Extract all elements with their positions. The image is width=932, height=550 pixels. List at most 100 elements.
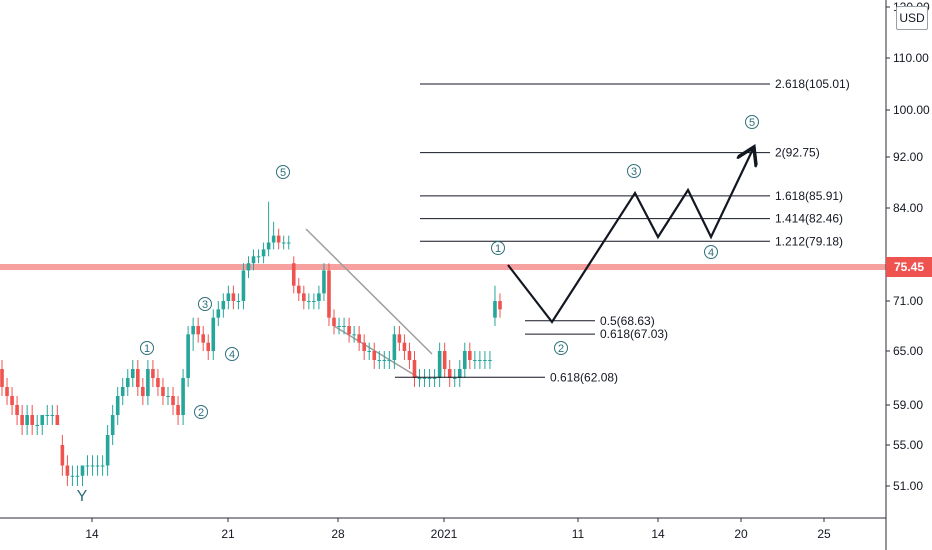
wave-label: 4 — [225, 347, 239, 361]
candle — [357, 326, 361, 351]
candle-body — [75, 475, 80, 477]
candle — [337, 317, 341, 335]
candle — [206, 334, 211, 360]
wave-label: 5 — [276, 165, 290, 179]
candle-body — [402, 342, 407, 351]
candle — [498, 293, 502, 318]
candle-body — [216, 309, 221, 318]
candle — [377, 351, 382, 369]
candle — [75, 465, 80, 486]
candle — [483, 351, 487, 369]
resistance-line — [0, 264, 886, 270]
fib-level-label: 2(92.75) — [775, 146, 820, 160]
candle-body — [30, 415, 34, 425]
candle-body — [35, 425, 40, 426]
candlestick-series — [0, 201, 502, 486]
candle-body — [302, 293, 306, 301]
candle-body — [65, 465, 70, 476]
wave-projection-path — [507, 149, 753, 324]
candle — [462, 342, 467, 378]
candle-body — [276, 235, 281, 243]
candle-body — [317, 293, 321, 301]
wave-label-circle — [704, 245, 718, 259]
candle — [286, 235, 291, 250]
wave-label-circle — [491, 241, 505, 255]
candle-body — [60, 445, 65, 466]
candle-body — [141, 387, 145, 396]
candle-body — [332, 317, 336, 326]
candle — [171, 387, 175, 415]
time-tick-label: 11 — [572, 527, 585, 541]
candle — [412, 351, 417, 387]
candle-body — [367, 351, 372, 352]
candle-body — [10, 396, 14, 405]
candle — [427, 369, 432, 387]
candle-body — [251, 256, 256, 264]
candle-body — [291, 263, 296, 286]
price-tick-label: 51.00 — [893, 479, 923, 493]
wave-label-circle — [554, 341, 568, 355]
candle — [347, 317, 351, 343]
candle-body — [347, 326, 351, 335]
fib-level-label: 1.618(85.91) — [775, 189, 843, 203]
time-tick-label: 21 — [221, 527, 235, 541]
candle — [186, 326, 190, 387]
candle — [437, 342, 442, 387]
candle — [327, 263, 331, 326]
candle — [226, 285, 231, 310]
candle — [136, 360, 140, 396]
candle — [60, 435, 65, 476]
candle — [216, 301, 221, 326]
candle — [191, 317, 195, 351]
candle-body — [196, 326, 200, 335]
candle-body — [493, 301, 497, 318]
candle — [417, 369, 422, 387]
wave-label: 1 — [491, 241, 505, 255]
wave-label-text: 3 — [631, 166, 637, 178]
candle — [367, 342, 372, 360]
candle — [120, 378, 125, 405]
candle-body — [261, 249, 266, 257]
candle-body — [392, 334, 397, 360]
candle-body — [281, 242, 286, 244]
candle-body — [357, 334, 361, 343]
last-price-label: 75.45 — [886, 257, 932, 277]
candle-body — [50, 415, 55, 416]
time-tick-label: 14 — [85, 527, 99, 541]
wave-label-circle — [225, 347, 239, 361]
candle — [352, 326, 356, 343]
candle — [442, 342, 447, 378]
fib-level-label: 1.414(82.46) — [775, 212, 843, 226]
candle — [125, 369, 130, 396]
candle-body — [0, 369, 4, 387]
candle — [432, 369, 437, 387]
candle-body — [211, 317, 216, 351]
price-tick-label: 92.00 — [893, 150, 923, 164]
candle — [342, 317, 346, 335]
candle-body — [307, 301, 311, 302]
candle-body — [206, 342, 211, 351]
candle — [317, 285, 321, 310]
candle-body — [412, 360, 417, 378]
candle — [105, 425, 110, 476]
candle — [236, 293, 241, 310]
candle-body — [478, 360, 482, 361]
time-tick-label: 28 — [331, 527, 345, 541]
candle — [422, 369, 427, 387]
currency-label[interactable]: USD — [896, 6, 928, 30]
candle-body — [437, 351, 442, 378]
candle-body — [166, 396, 170, 397]
candle-body — [498, 301, 502, 310]
channel-lower-line — [333, 325, 422, 380]
fibonacci-levels: 2.618(105.01) 2(92.75) 1.618(85.91) 1.414(8… — [395, 77, 850, 384]
candle-body — [231, 293, 236, 301]
wave-labels: Y 1 2 3 4 5 1 2 3 4 5 — [77, 115, 759, 505]
candle-body — [468, 351, 472, 360]
wave-label: 1 — [140, 341, 154, 355]
candle-body — [473, 360, 477, 361]
time-axis[interactable]: 14 21 28 2021 11 14 20 25 — [0, 517, 886, 541]
fib-level-label: 0.618(62.08) — [550, 370, 618, 384]
time-tick-label: 25 — [817, 527, 831, 541]
price-tick-label: 65.00 — [893, 344, 923, 358]
